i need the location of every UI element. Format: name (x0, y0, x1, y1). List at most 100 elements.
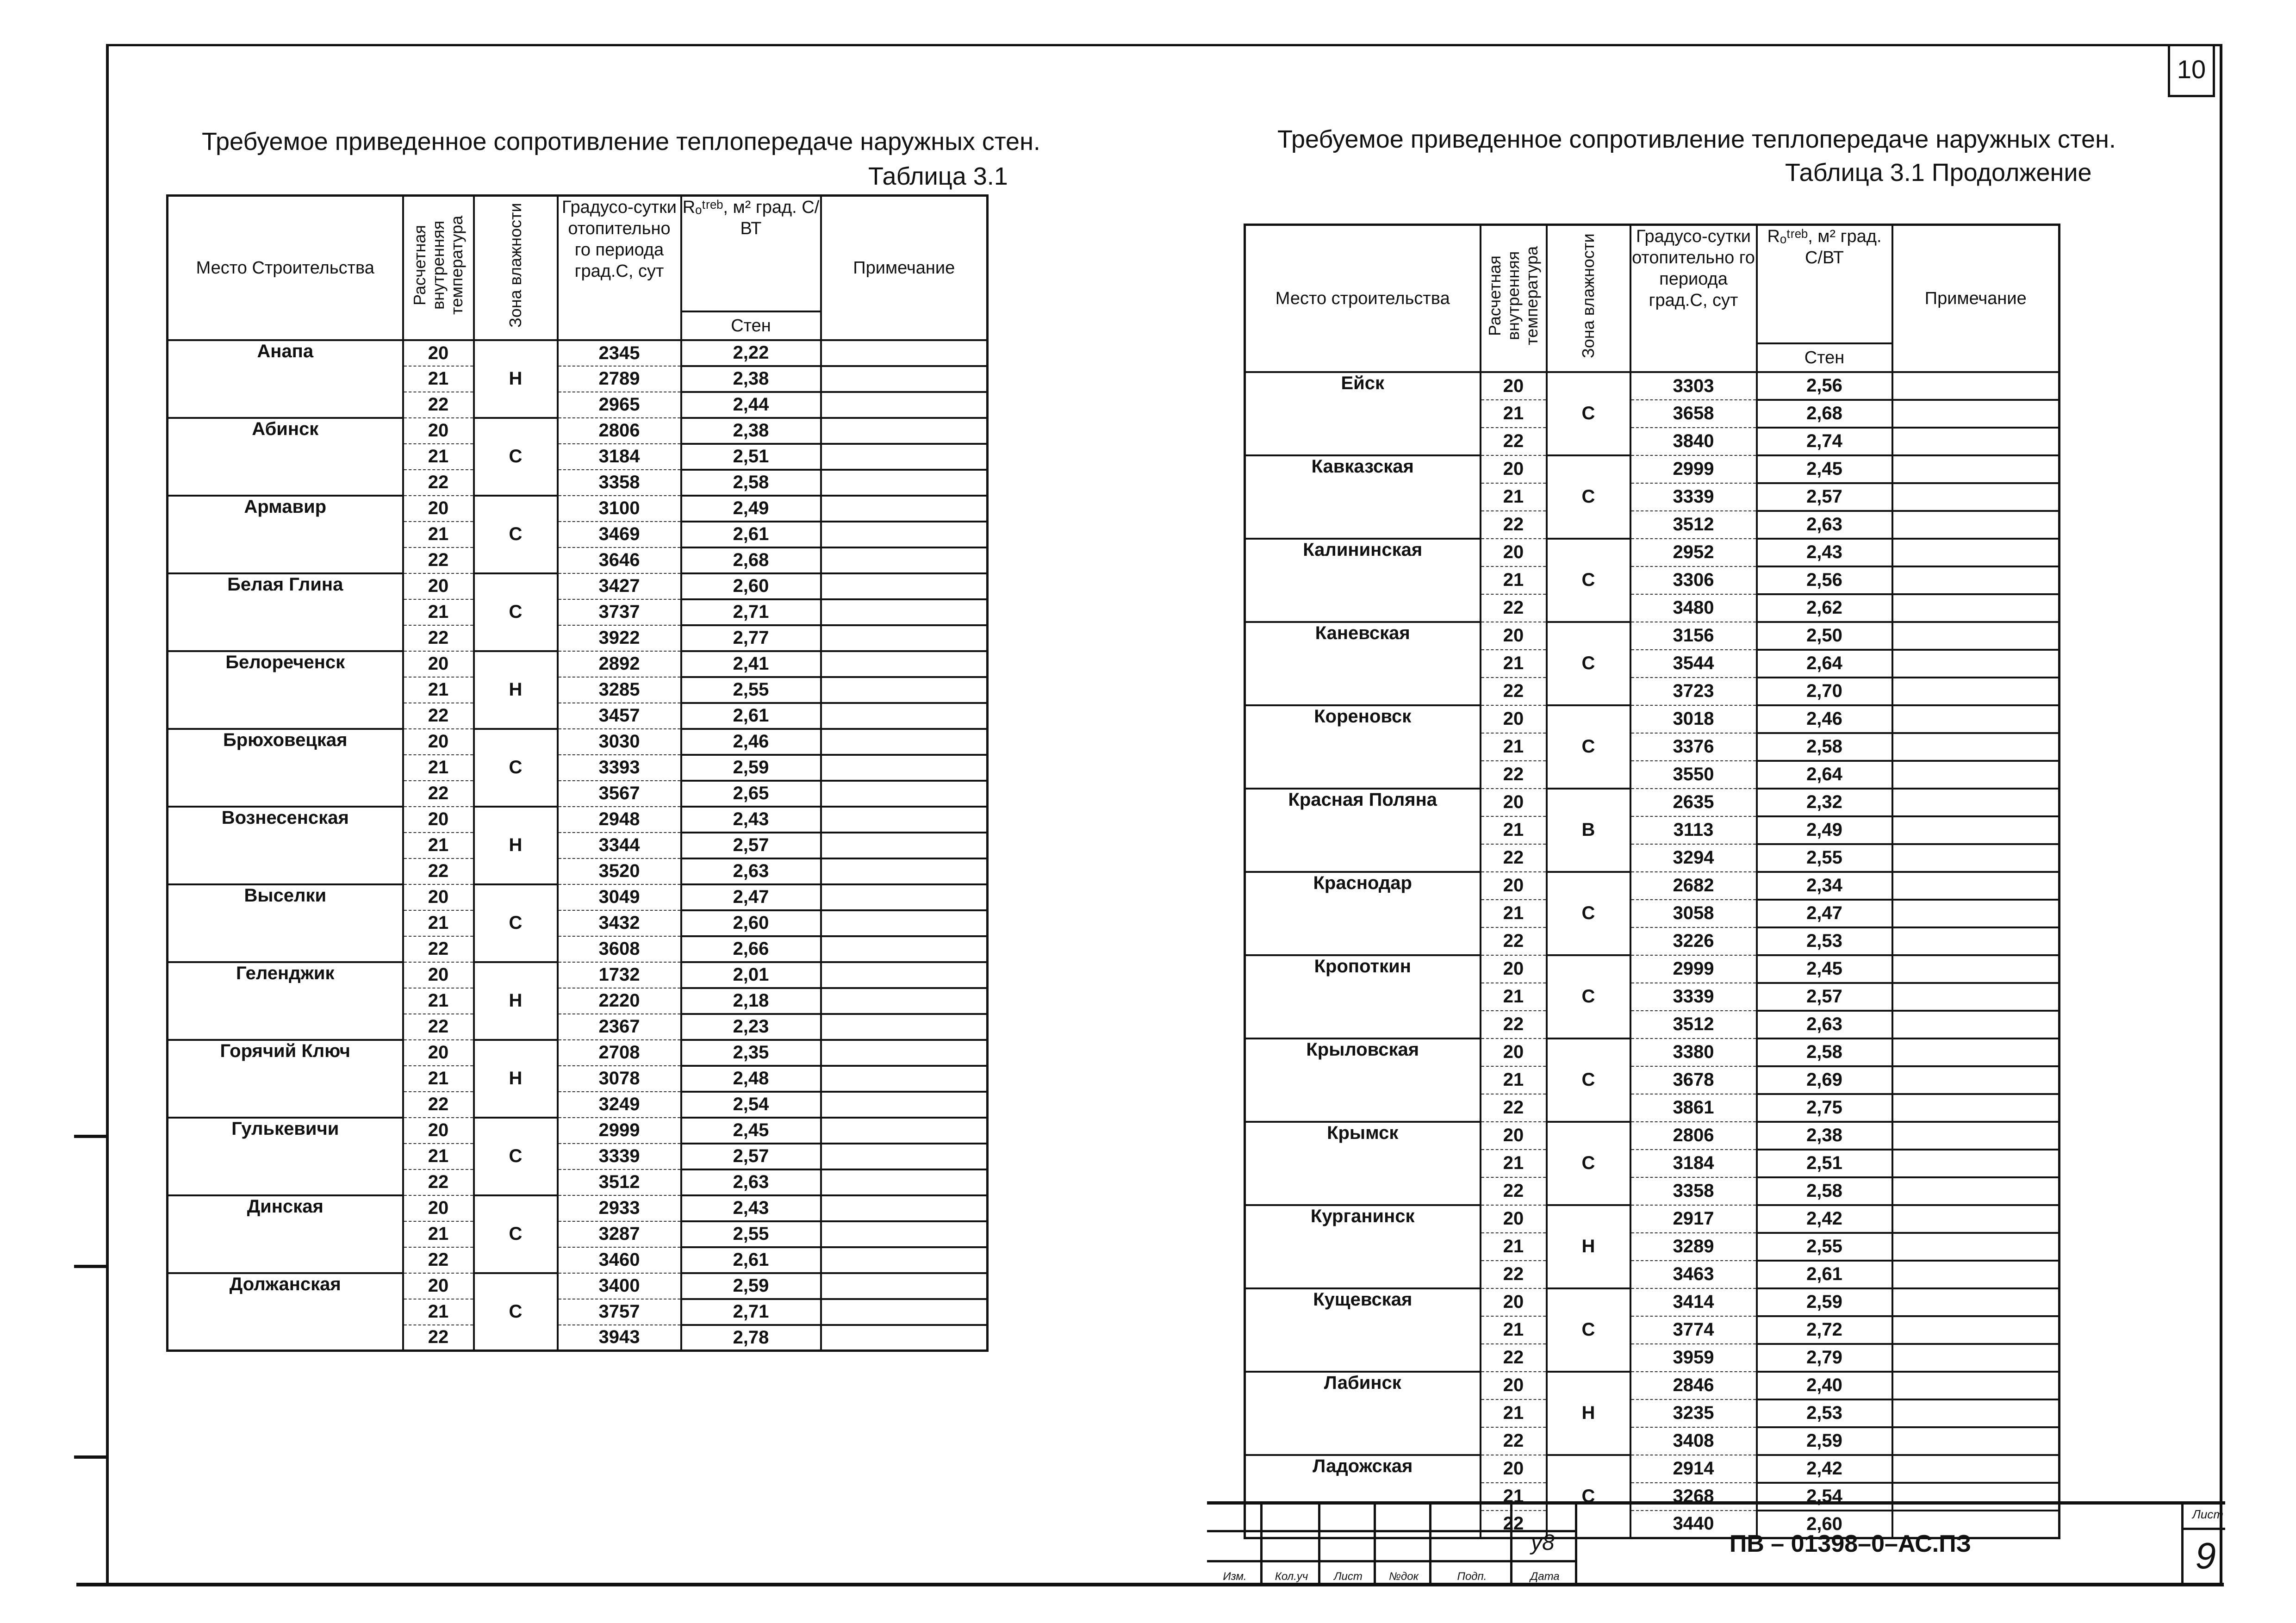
note-cell (1891, 704, 2060, 734)
header-temp: Расчетная внутренняя температура (402, 194, 475, 341)
temperature-cell: 20 (1479, 1038, 1548, 1067)
note-cell (820, 624, 989, 652)
table-row: 22 3512 2,63 (1245, 1009, 2060, 1039)
humidity-zone: С (1545, 537, 1631, 623)
note-cell (820, 935, 989, 963)
resistance-cell: 2,42 (1755, 1454, 1893, 1484)
table-row: 22 3943 2,78 (168, 1324, 989, 1352)
temperature-cell: 21 (1479, 815, 1548, 845)
note-cell (820, 831, 989, 859)
temperature-cell: 22 (402, 624, 475, 652)
resistance-cell: 2,78 (680, 1324, 822, 1352)
temperature-cell: 22 (1479, 1093, 1548, 1122)
page-number-top: 10 (2168, 44, 2215, 97)
table-row: 21 3289 2,55 (1245, 1231, 2060, 1262)
temperature-cell: 22 (1479, 1426, 1548, 1455)
resistance-cell: 2,63 (1755, 510, 1893, 540)
table-row: 21 3344 2,57 (168, 831, 989, 859)
resistance-cell: 2,58 (1755, 1176, 1893, 1206)
note-cell (1891, 1037, 2060, 1067)
resistance-cell: 2,63 (680, 1168, 822, 1196)
note-cell (1891, 1454, 2060, 1484)
place-name: Лабинск (1244, 1370, 1481, 1456)
header-note: Примечание (1891, 224, 2060, 373)
temperature-cell: 22 (402, 1246, 475, 1274)
degree-days-cell: 3287 (556, 1220, 682, 1248)
note-cell (1891, 1065, 2060, 1095)
resistance-cell: 2,40 (1755, 1370, 1893, 1400)
note-cell (1891, 537, 2060, 567)
resistance-cell: 2,55 (680, 1220, 822, 1248)
note-cell (1891, 1093, 2060, 1123)
table-row: Белая Глина 20 С 3427 2,60 (166, 572, 989, 652)
title-block-divider (1207, 1560, 1577, 1562)
degree-days-cell: 3440 (1629, 1510, 1758, 1539)
note-cell (820, 753, 989, 782)
table-row: 21 2789 2,38 (168, 365, 989, 393)
resistance-cell: 2,66 (680, 935, 822, 963)
resistance-cell: 2,18 (680, 987, 822, 1015)
degree-days-cell: 3520 (556, 858, 682, 885)
table-row: 22 3463 2,61 (1245, 1259, 2060, 1289)
resistance-cell: 2,45 (680, 1116, 822, 1144)
table-row: 21 3268 2,54 (1245, 1481, 2060, 1511)
table-row: 22 3460 2,61 (168, 1246, 989, 1274)
temperature-cell: 22 (1479, 1010, 1548, 1039)
note-cell (820, 909, 989, 937)
temperature-cell: 22 (402, 935, 475, 963)
humidity-zone: С (1545, 454, 1631, 540)
resistance-cell: 2,46 (1755, 704, 1893, 734)
resistance-cell: 2,57 (680, 1142, 822, 1170)
note-cell (1891, 1315, 2060, 1345)
temperature-cell: 20 (1479, 1454, 1548, 1483)
place-name: Кореновск (1244, 704, 1481, 790)
degree-days-cell: 2367 (556, 1013, 682, 1040)
left-table-label: Таблица 3.1 (868, 162, 1008, 190)
resistance-cell: 2,61 (680, 702, 822, 730)
place-name: Курганинск (1244, 1204, 1481, 1289)
temperature-cell: 21 (402, 521, 475, 548)
temperature-cell: 20 (1479, 704, 1548, 734)
resistance-cell: 2,65 (680, 779, 822, 808)
resistance-cell: 2,35 (680, 1038, 822, 1067)
note-cell (820, 598, 989, 626)
degree-days-cell: 3723 (1629, 677, 1758, 706)
degree-days-cell: 3344 (556, 832, 682, 859)
resistance-cell: 2,38 (680, 365, 822, 393)
note-cell (820, 1324, 989, 1352)
place-name: Вознесенская (166, 805, 404, 885)
place-name: Кущевская (1244, 1287, 1481, 1373)
humidity-zone: С (473, 1194, 559, 1274)
place-name: Геленджик (166, 961, 404, 1041)
resistance-cell: 2,53 (1755, 926, 1893, 956)
table-row: 22 3723 2,70 (1245, 676, 2060, 706)
right-title: Требуемое приведенное сопротивление тепл… (1277, 125, 2116, 153)
temperature-cell: 22 (402, 1324, 475, 1351)
title-block-divider (2181, 1528, 2225, 1530)
header-note: Примечание (820, 194, 989, 341)
temperature-cell: 22 (402, 1169, 475, 1196)
temperature-cell: 20 (1479, 1204, 1548, 1233)
note-cell (820, 987, 989, 1015)
degree-days-cell: 2933 (556, 1194, 682, 1222)
temperature-cell: 22 (1479, 677, 1548, 706)
degree-days-cell: 2965 (556, 391, 682, 418)
header-temp: Расчетная внутренняя температура (1479, 224, 1548, 373)
degree-days-cell: 3463 (1629, 1260, 1758, 1289)
degree-days-cell: 3460 (556, 1246, 682, 1274)
place-name: Каневская (1244, 621, 1481, 706)
degree-days-cell: 2952 (1629, 538, 1758, 567)
resistance-cell: 2,56 (1755, 565, 1893, 595)
margin-tick (74, 1455, 109, 1459)
note-cell (1891, 621, 2060, 651)
temperature-cell: 21 (402, 1143, 475, 1170)
note-cell (820, 1013, 989, 1041)
table-row: 21 3058 2,47 (1245, 898, 2060, 928)
resistance-cell: 2,50 (1755, 621, 1893, 651)
header-r: Rₒᵗʳᵉᵇ, м² град. С/ВТ (680, 194, 822, 312)
note-cell (820, 494, 989, 522)
temperature-cell: 21 (1479, 732, 1548, 761)
degree-days-cell: 3184 (1629, 1149, 1758, 1178)
note-cell (820, 650, 989, 678)
resistance-cell: 2,46 (680, 728, 822, 756)
